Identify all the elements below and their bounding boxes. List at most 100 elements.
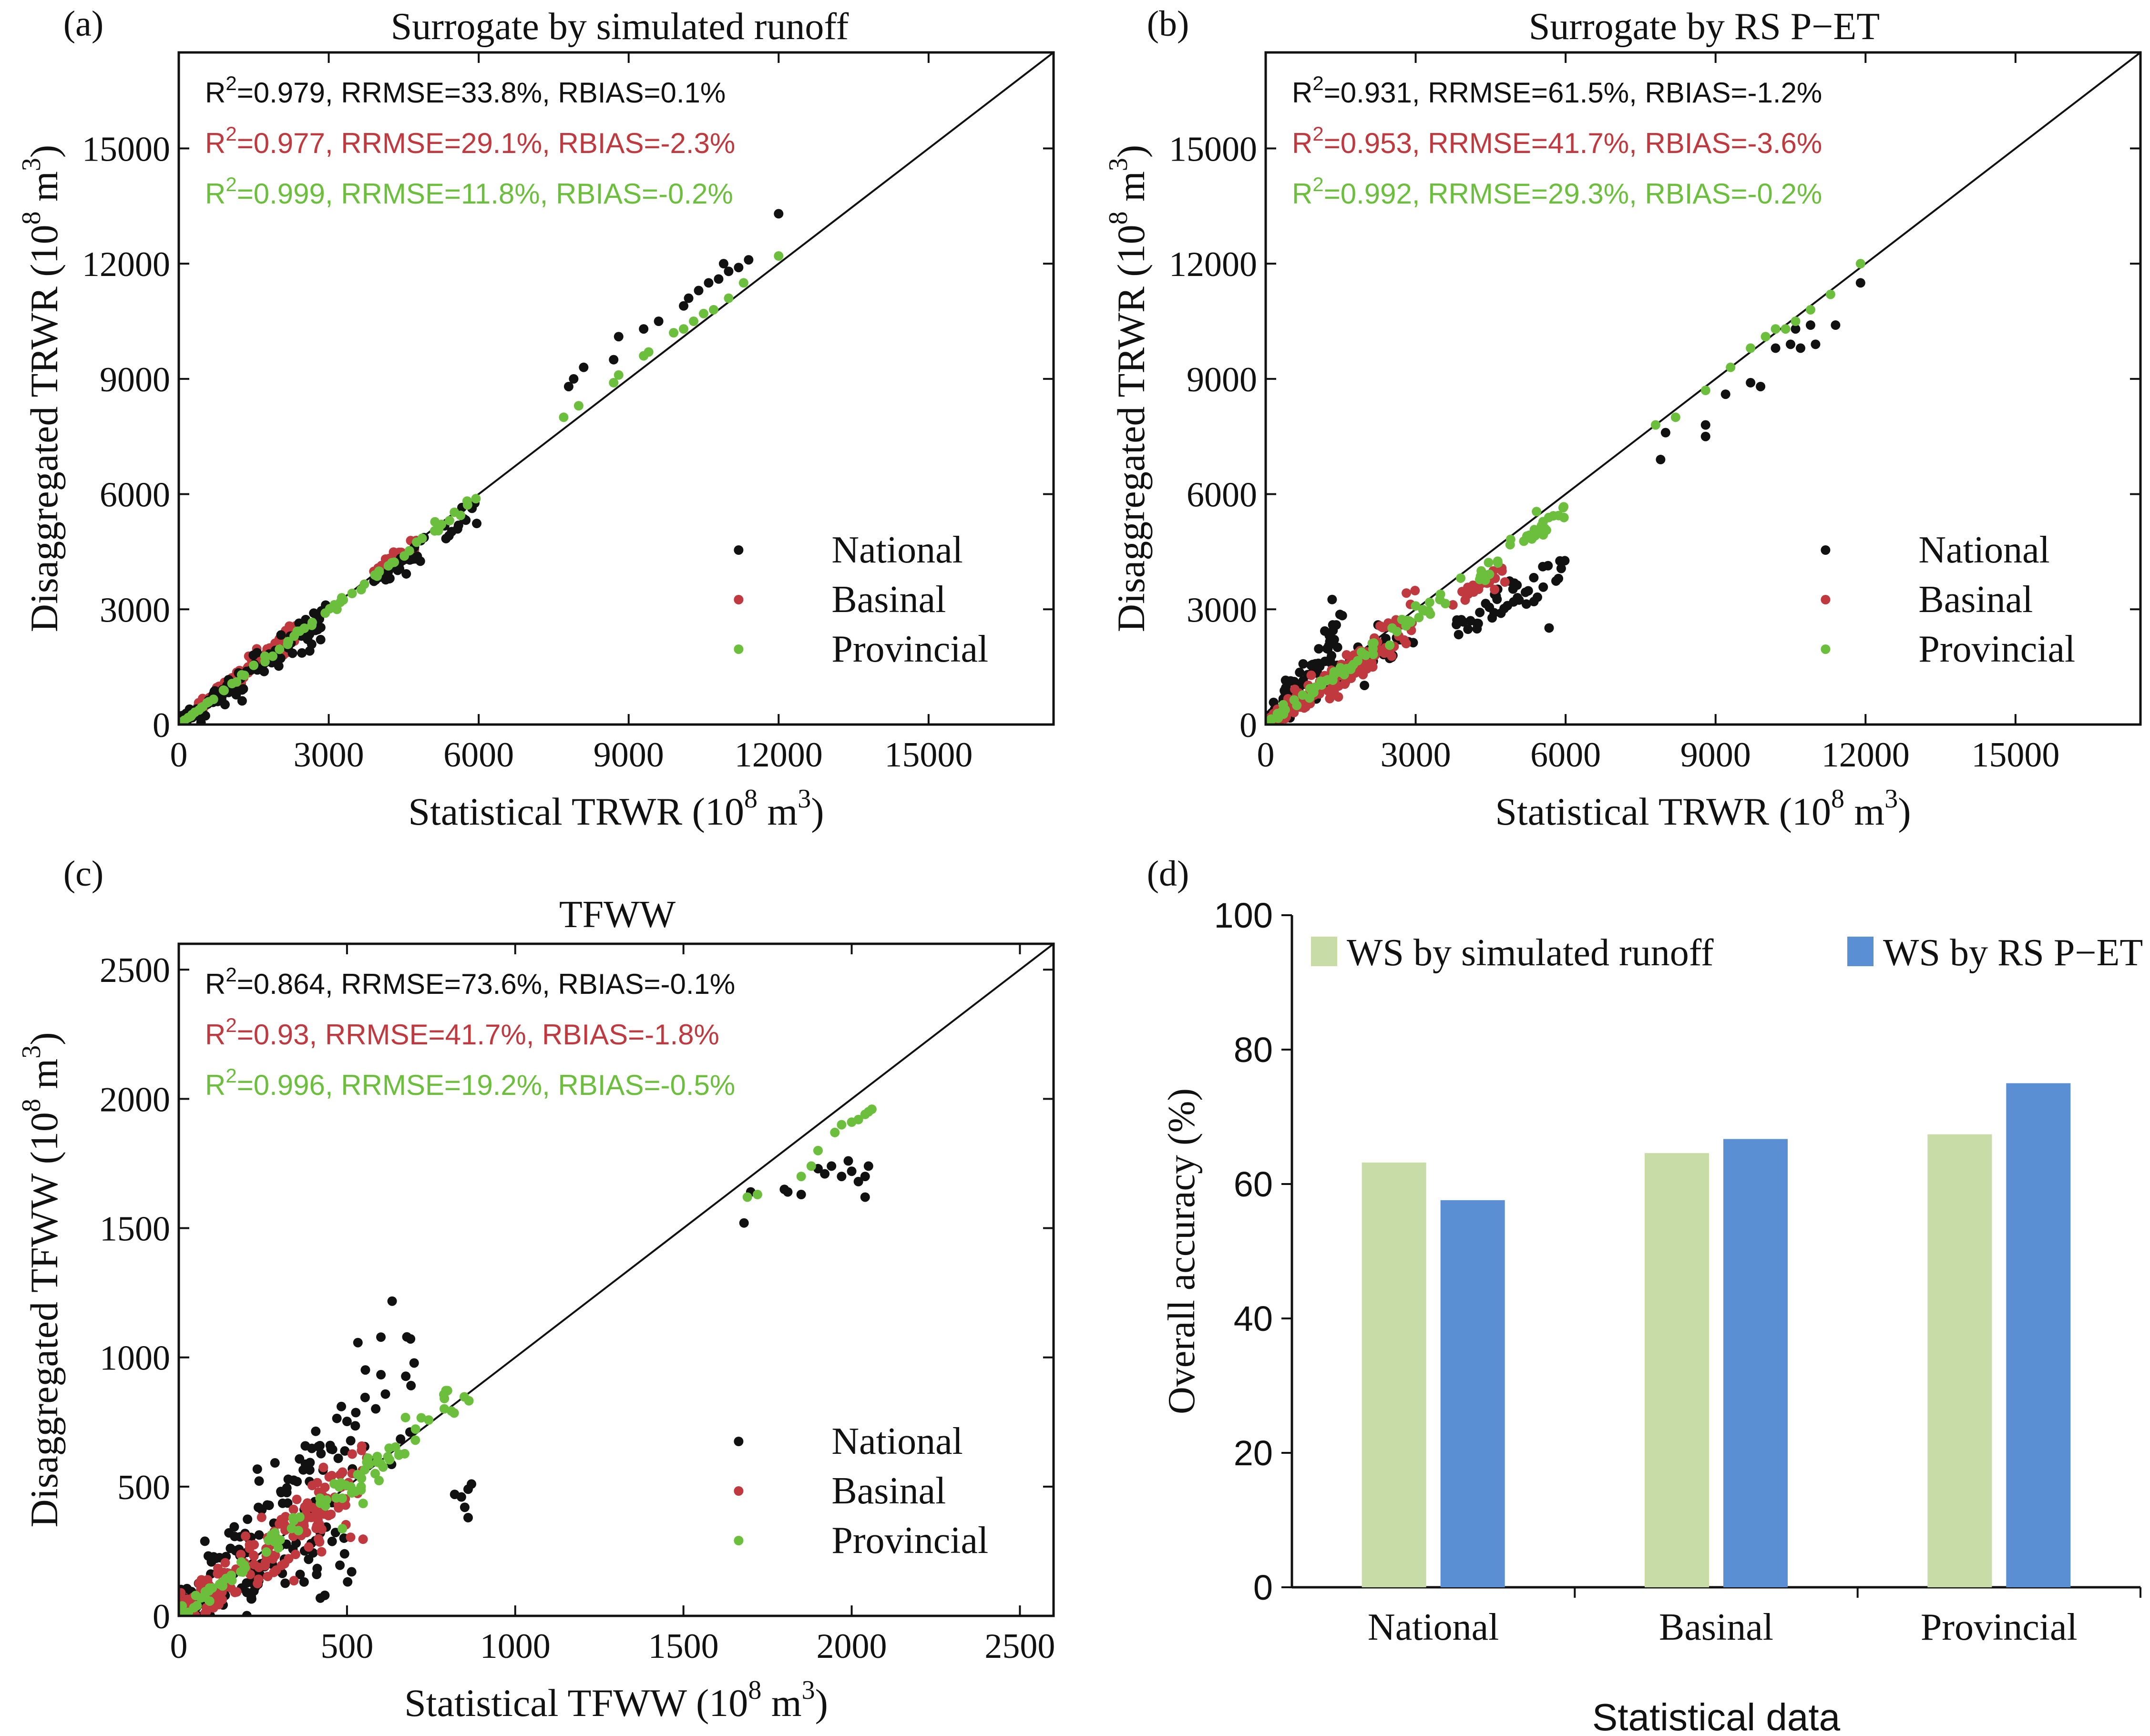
y-tick-label: 6000 <box>1187 476 1257 515</box>
national-point <box>1521 599 1531 609</box>
national-point <box>1496 608 1506 618</box>
national-point <box>1337 611 1347 621</box>
national-point <box>1324 631 1334 641</box>
axis-label-part: 8 <box>744 784 758 814</box>
provincial-point <box>295 1512 305 1522</box>
x-tick-label: 3000 <box>294 735 364 775</box>
axis-label-part: m <box>761 1681 801 1725</box>
national-point <box>1529 572 1539 582</box>
national-point <box>860 1192 870 1202</box>
provincial-point <box>742 1192 752 1202</box>
national-point <box>452 524 462 534</box>
basinal-point <box>1306 670 1316 680</box>
provincial-point <box>189 1603 199 1613</box>
provincial-point <box>389 557 399 567</box>
x-tick-label: 0 <box>170 1627 188 1666</box>
provincial-point <box>325 603 335 613</box>
basinal-point <box>1410 586 1420 596</box>
basinal-point <box>312 1505 322 1515</box>
basinal-point <box>1325 694 1335 704</box>
national-point <box>1452 615 1462 625</box>
national-point <box>380 1389 390 1399</box>
panel-a-scatter: (a) Surrogate by simulated runoff 0 3000 600… <box>17 4 1055 833</box>
provincial-point <box>867 1104 877 1114</box>
provincial-point <box>283 639 293 649</box>
provincial-point <box>307 617 317 627</box>
national-point <box>1544 623 1554 633</box>
national-point <box>1551 576 1561 586</box>
national-stats-text: R2=0.864, RRMSE=73.6%, RBIAS=-0.1% <box>205 963 735 1000</box>
y-tick-label: 40 <box>1234 1299 1273 1338</box>
national-point <box>860 1172 870 1182</box>
provincial-point <box>360 1465 370 1475</box>
provincial-point <box>442 1386 452 1396</box>
provincial-point <box>1329 667 1339 677</box>
x-category-label: Basinal <box>1659 1606 1773 1648</box>
legend-label-basinal: Basinal <box>831 579 946 621</box>
axis-label-part: 3 <box>1104 158 1133 171</box>
provincial-point <box>1411 601 1421 611</box>
provincial-point <box>1855 259 1865 269</box>
national-point <box>1323 644 1333 654</box>
national-point <box>311 1426 321 1436</box>
basinal-point <box>357 1441 367 1451</box>
y-tick-label: 1000 <box>100 1339 170 1378</box>
national-point <box>395 564 405 574</box>
axis-label-part: 3 <box>17 1045 46 1059</box>
national-point <box>387 1296 397 1306</box>
provincial-point <box>1347 662 1357 672</box>
x-tick-label: 1500 <box>648 1627 719 1666</box>
panel-label: (b) <box>1147 4 1189 44</box>
national-point <box>262 1500 272 1510</box>
national-point <box>563 381 573 391</box>
national-point <box>327 1536 337 1546</box>
provincial-point <box>1392 626 1402 636</box>
provincial-point <box>1532 507 1542 517</box>
legend-label-national: National <box>831 1420 962 1462</box>
provincial-point <box>410 1435 420 1445</box>
stats-part: R <box>1292 178 1312 210</box>
provincial-point <box>198 702 208 712</box>
national-point <box>456 1492 466 1502</box>
national-point <box>1282 678 1292 688</box>
axis-label-part: 3 <box>17 158 46 171</box>
stats-sup: 2 <box>1312 173 1323 195</box>
provincial-point <box>357 1473 367 1483</box>
provincial-point <box>1670 412 1680 422</box>
national-point <box>783 1187 793 1197</box>
axis-label-part: 3 <box>802 1675 815 1705</box>
basinal-point <box>241 1531 251 1541</box>
basinal-point <box>245 1543 255 1553</box>
national-point <box>1298 659 1308 669</box>
national-point <box>289 1475 299 1485</box>
provincial-point <box>338 1524 348 1534</box>
provincial-point <box>1493 558 1503 568</box>
provincial-point <box>699 308 708 318</box>
axis-label-part: ) <box>22 1032 66 1045</box>
legend-marker-basinal <box>734 595 744 604</box>
stats-part: R <box>205 968 225 1000</box>
stats-sup: 2 <box>225 123 236 145</box>
national-point <box>460 1502 470 1512</box>
national-point <box>252 1464 262 1474</box>
basinal-point <box>213 1563 223 1573</box>
provincial-point <box>374 566 384 576</box>
national-point <box>1327 594 1337 604</box>
provincial-stats-text: R2=0.996, RRMSE=19.2%, RBIAS=-0.5% <box>205 1064 735 1101</box>
provincial-point <box>1266 719 1271 725</box>
national-point <box>1454 630 1464 640</box>
provincial-point <box>1781 324 1791 334</box>
plot-frame <box>177 51 1055 726</box>
y-tick-label: 60 <box>1234 1164 1273 1204</box>
legend-marker-provincial <box>734 1536 744 1545</box>
provincial-point <box>337 1493 347 1503</box>
national-point <box>315 614 325 624</box>
national-point <box>1538 562 1548 572</box>
panel-b-scatter: (b) Surrogate by RS P−ET 0 3000 6000 9000 1200… <box>1104 4 2142 833</box>
provincial-point <box>275 644 285 654</box>
provincial-point <box>853 1114 863 1124</box>
y-tick-label: 9000 <box>100 360 170 399</box>
national-point <box>639 324 649 334</box>
provincial-point <box>372 1457 382 1467</box>
y-tick-label: 80 <box>1234 1030 1273 1070</box>
